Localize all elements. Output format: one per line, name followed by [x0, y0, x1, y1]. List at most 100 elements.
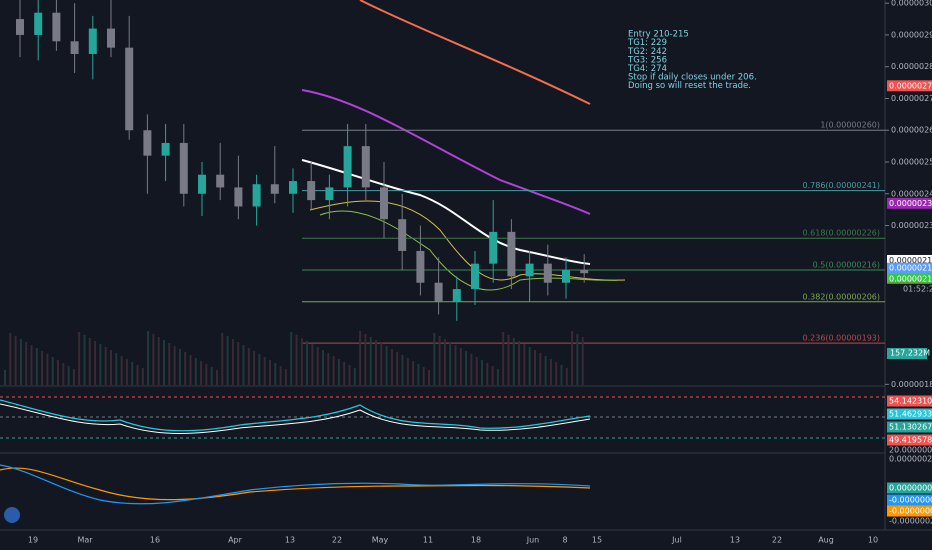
volume-bar — [359, 331, 362, 385]
volume-bar — [237, 342, 240, 385]
volume-bar — [348, 365, 351, 385]
x-tick-label: 13 — [730, 536, 740, 545]
rsi-label: 51.46293368 — [889, 410, 932, 419]
price-badge-label: 0.00000215 — [889, 264, 932, 273]
volume-bar — [221, 333, 224, 385]
volume-bar — [470, 354, 473, 385]
logo[interactable] — [4, 507, 20, 523]
price-badge — [887, 254, 932, 266]
volume-bar — [189, 355, 192, 385]
volume-bar — [152, 334, 155, 385]
candle-body — [380, 187, 388, 220]
volume-bar — [25, 342, 28, 385]
volume-bar — [539, 353, 542, 385]
candle-body — [234, 187, 243, 207]
volume-bar — [88, 338, 91, 385]
candle-body — [434, 282, 443, 302]
volume-bar — [555, 362, 558, 385]
volume-bar — [353, 368, 356, 385]
timer: 01:52:29 — [903, 285, 932, 294]
volume-bar — [518, 341, 521, 385]
macd-badge — [887, 482, 932, 494]
volume-bar — [316, 347, 319, 385]
macd-line — [0, 464, 591, 505]
volume-bar — [311, 344, 314, 385]
volume-bar — [115, 353, 118, 385]
volume-bar — [491, 366, 494, 385]
annotation-line: TG3: 256 — [627, 55, 667, 65]
x-tick-label: Jul — [671, 536, 682, 545]
volume-bar — [120, 356, 123, 385]
candle-body — [525, 263, 534, 277]
volume-bar — [141, 368, 144, 385]
volume-bar — [125, 359, 128, 385]
volume-bar — [200, 361, 203, 385]
volume-bar — [534, 350, 536, 385]
volume-bar — [528, 347, 531, 385]
volume-bar — [369, 337, 372, 385]
x-tick-label: 11 — [423, 536, 433, 545]
volume-bar — [390, 349, 393, 385]
volume-bar — [263, 357, 266, 385]
volume-bar — [157, 337, 160, 385]
volume-bar — [465, 351, 468, 385]
volume-bar — [231, 339, 234, 385]
timer-badge — [887, 284, 932, 295]
volume-bar — [67, 366, 70, 385]
x-tick-label: 18 — [471, 536, 481, 545]
x-tick-label: Aug — [818, 536, 834, 545]
annotation-line: Stop if daily closes under 206. — [628, 73, 757, 83]
volume-bar — [184, 352, 187, 385]
volume-bar — [322, 350, 324, 385]
macd-signal — [0, 467, 591, 501]
x-tick-label: 13 — [285, 536, 295, 545]
x-tick-label: Mar — [77, 536, 93, 545]
volume-bar — [380, 343, 383, 385]
candle-body — [343, 146, 352, 188]
volume-bar — [35, 348, 38, 385]
macd-badge — [887, 505, 932, 517]
volume-bar — [565, 368, 568, 385]
price-badge — [887, 80, 932, 92]
volume-bar — [481, 360, 483, 385]
volume-bar — [104, 347, 107, 385]
fib-label: 0.5(0.00000216) — [813, 261, 880, 270]
candle-body — [216, 174, 225, 188]
volume-bar — [385, 346, 388, 385]
x-tick-label: 8 — [562, 536, 567, 545]
ma-line — [359, 0, 591, 105]
volume-bar — [83, 335, 86, 385]
volume-bar — [428, 370, 430, 385]
ma-line — [319, 210, 621, 291]
volume-bar — [284, 369, 287, 385]
candle-body — [416, 250, 425, 283]
volume-bar — [306, 341, 309, 385]
annotation-line: TG1: 229 — [627, 38, 667, 48]
price-badge-label: 0.00000213 — [889, 274, 932, 283]
volume-bar — [422, 367, 425, 385]
candle-body — [507, 231, 516, 277]
volume-bar — [279, 366, 282, 385]
volume-bar — [62, 363, 65, 385]
volume-bar — [454, 345, 457, 385]
candle-body — [270, 184, 279, 194]
volume-bar — [433, 333, 436, 385]
volume-bar — [173, 346, 176, 385]
price-badge — [887, 262, 932, 274]
volume-bar — [57, 360, 59, 385]
candle-body — [107, 28, 115, 48]
x-tick-label: 22 — [332, 536, 342, 545]
x-tick-label: 16 — [150, 536, 160, 545]
volume-bar — [332, 356, 335, 385]
rsi-badge — [887, 421, 932, 433]
volume-bar — [72, 369, 75, 385]
candle-body — [471, 263, 479, 290]
x-tick-label: 22 — [772, 536, 782, 545]
